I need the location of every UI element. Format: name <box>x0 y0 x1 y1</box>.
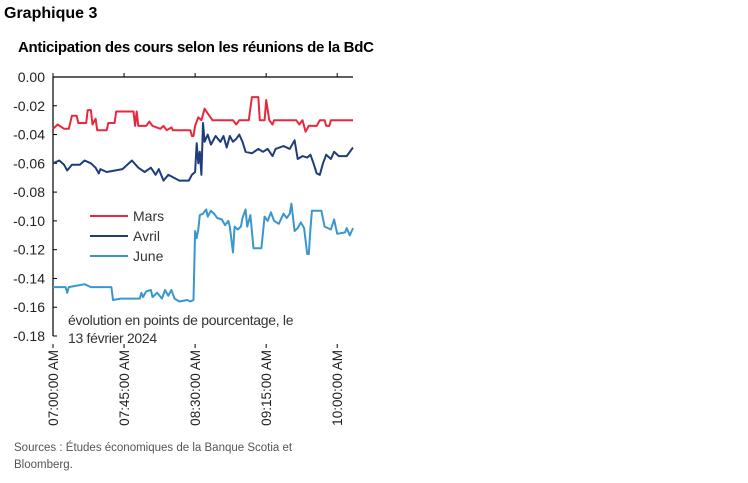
sources-note: Sources : Études économiques de la Banqu… <box>14 440 292 474</box>
series-line-mars <box>52 96 353 137</box>
y-tick-label: -0.06 <box>13 155 45 171</box>
y-tick-label: -0.16 <box>13 299 45 315</box>
y-tick-label: -0.12 <box>13 242 45 258</box>
legend-label-mars: Mars <box>133 208 164 224</box>
annotation-line-1: évolution en points de pourcentage, le <box>68 312 294 328</box>
y-tick-label: -0.18 <box>13 328 45 344</box>
figure-number: Graphique 3 <box>4 5 98 22</box>
y-tick-label: -0.08 <box>13 184 45 200</box>
legend-label-avril: Avril <box>133 228 160 244</box>
y-tick-label: -0.10 <box>13 213 45 229</box>
x-tick-label: 07:45:00 AM <box>117 350 132 426</box>
sources-line-1: Sources : Études économiques de la Banqu… <box>14 442 293 454</box>
legend-label-june: June <box>133 248 164 264</box>
sources-line-2: Bloomberg. <box>14 459 73 471</box>
x-tick-label: 09:15:00 AM <box>259 350 274 426</box>
y-tick-label: -0.02 <box>13 98 45 114</box>
y-tick-label: -0.04 <box>13 127 45 143</box>
y-tick-label: -0.14 <box>13 270 45 286</box>
x-tick-label: 07:00:00 AM <box>46 350 61 426</box>
x-tick-label: 08:30:00 AM <box>188 350 203 426</box>
y-tick-label: 0.00 <box>18 69 45 85</box>
x-tick-label: 10:00:00 AM <box>330 350 345 426</box>
chart-title: Anticipation des cours selon les réunion… <box>18 39 374 56</box>
series-line-avril <box>52 122 354 182</box>
series-line-june <box>53 202 354 303</box>
annotation-line-2: 13 février 2024 <box>68 330 157 346</box>
